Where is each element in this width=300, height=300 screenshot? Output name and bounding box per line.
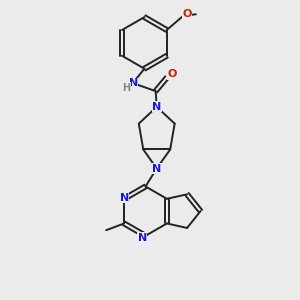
Text: N: N xyxy=(137,233,147,243)
Text: N: N xyxy=(152,102,161,112)
Text: N: N xyxy=(152,164,161,173)
Text: O: O xyxy=(182,9,192,19)
Text: N: N xyxy=(119,193,129,203)
Text: O: O xyxy=(168,69,177,79)
Text: N: N xyxy=(129,78,138,88)
Text: H: H xyxy=(122,83,130,93)
